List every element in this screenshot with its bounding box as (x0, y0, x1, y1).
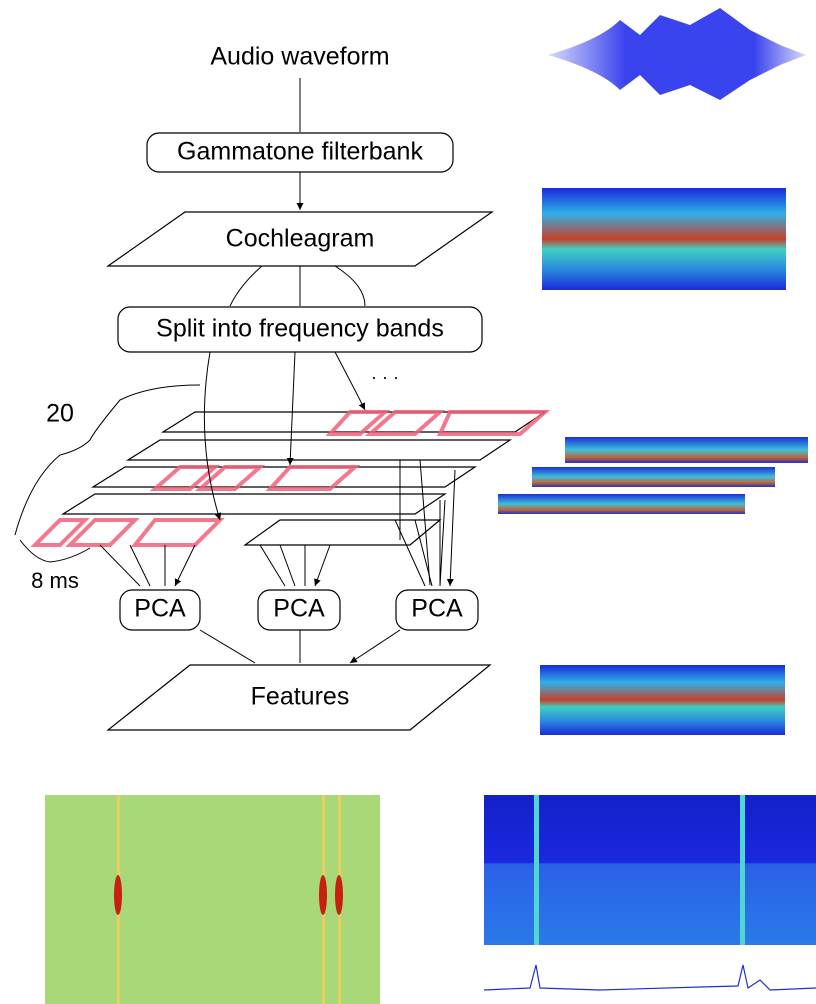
node-label: PCA (411, 595, 463, 623)
node-label: Audio waveform (210, 43, 389, 71)
node-label: Cochleagram (226, 225, 375, 253)
features-image (540, 665, 785, 735)
band-image (532, 467, 775, 487)
arrow (200, 630, 400, 663)
window-label: 8 ms (31, 568, 79, 593)
band-image (565, 437, 808, 463)
node-label: Gammatone filterbank (177, 138, 423, 166)
waveform-image (548, 8, 806, 100)
arrow (335, 352, 365, 410)
node-label: Features (251, 683, 350, 711)
diagram: Audio waveform Gammatone filterbank Coch… (0, 0, 816, 1004)
band-image (498, 494, 745, 514)
node-label: PCA (273, 595, 325, 623)
connector (230, 266, 365, 306)
node-label: PCA (134, 595, 186, 623)
activation-image (484, 795, 816, 990)
band-planes (35, 412, 545, 545)
ellipsis: · · · (371, 367, 399, 387)
cochleagram-image (542, 188, 786, 290)
node-label: Split into frequency bands (156, 315, 444, 343)
band-count: 20 (46, 400, 74, 428)
filter-image (45, 795, 380, 1004)
